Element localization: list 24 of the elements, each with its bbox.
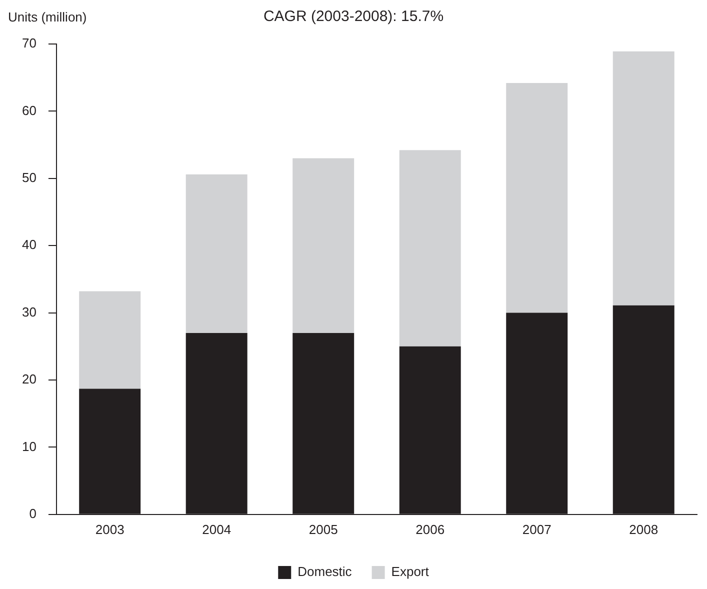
y-tick-label: 50 — [22, 170, 36, 185]
bar — [186, 174, 248, 333]
y-tick-label: 10 — [22, 438, 36, 454]
x-tick-label: 2003 — [95, 522, 124, 537]
y-tick-label: 40 — [22, 237, 36, 252]
y-tick-label: 0 — [29, 506, 36, 521]
legend-label: Export — [391, 564, 430, 580]
x-tick-label: 2004 — [202, 522, 232, 537]
y-tick-label: 60 — [22, 102, 36, 118]
bar — [399, 150, 461, 346]
y-axis-title: Units (million) — [8, 10, 87, 25]
x-tick-label: 2005 — [308, 522, 338, 537]
bar — [506, 82, 568, 313]
bar — [612, 51, 674, 306]
chart-title: CAGR (2003-2008): 15.7% — [263, 8, 444, 26]
y-tick-label: 30 — [22, 304, 36, 320]
bar — [79, 291, 141, 389]
x-tick-label: 2006 — [416, 522, 445, 537]
x-tick-label: 2008 — [629, 522, 658, 537]
legend-label: Domestic — [298, 564, 352, 580]
bar — [292, 158, 354, 333]
x-tick-label: 2007 — [522, 522, 552, 537]
y-tick-label: 70 — [22, 36, 36, 51]
y-tick-label: 20 — [22, 372, 36, 387]
